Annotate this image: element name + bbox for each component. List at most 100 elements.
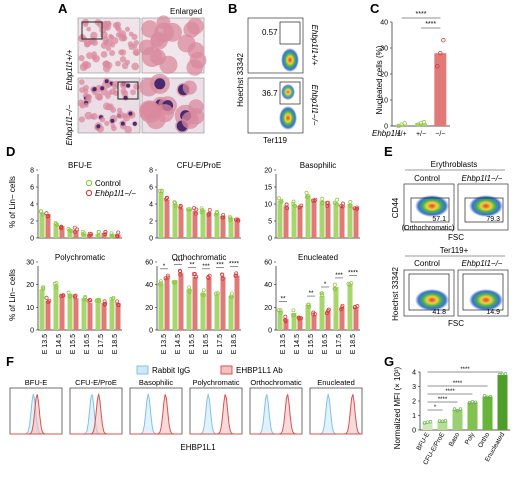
d-ytick-label: 0 — [268, 328, 272, 335]
g-bar — [467, 402, 478, 430]
gate-e-ko-top — [464, 197, 504, 223]
panel-e: E Erythroblasts Control Ehbp1l1−/− CD44 … — [384, 144, 509, 328]
d-point — [307, 304, 312, 309]
d-sig-label: *** — [335, 272, 343, 279]
red-cell — [120, 81, 128, 89]
d-point — [171, 280, 176, 285]
d-point — [291, 313, 295, 318]
red-cell — [90, 31, 98, 40]
d-bar — [67, 229, 73, 238]
d-bar — [45, 300, 51, 330]
flow-e-cloud-3 — [415, 289, 449, 311]
d-point — [291, 201, 296, 206]
red-cell — [139, 101, 162, 124]
f-hist-title: Enucleated — [317, 378, 355, 387]
d-point — [54, 285, 59, 290]
nucleus — [132, 121, 137, 126]
gate-ko — [279, 81, 301, 105]
red-cell — [78, 116, 85, 123]
d-subplot-title: Orthochromatic — [172, 253, 227, 262]
d-point — [178, 268, 182, 273]
panel-e-top-ylabel: CD44 — [391, 197, 400, 218]
panel-f-xlabel: EHBP1L1 — [180, 443, 216, 452]
legend-rabbit-label: Rabbit IgG — [152, 366, 190, 375]
f-hist-title: Basophilic — [139, 378, 173, 387]
d-bar — [333, 286, 339, 330]
d-bar — [67, 293, 73, 330]
g-point — [482, 394, 487, 398]
f-hist-title: Orthochromatic — [250, 378, 302, 387]
d-point — [111, 296, 116, 301]
d-ytick-label: 2 — [149, 219, 153, 226]
panel-a-top-label: Enlarged — [170, 7, 202, 16]
d-point — [229, 291, 234, 296]
d-point — [94, 298, 99, 303]
d-point — [311, 312, 316, 317]
d-point — [163, 276, 168, 281]
d-point — [235, 217, 240, 222]
c-point — [435, 63, 440, 69]
d-point — [348, 204, 353, 209]
d-point — [178, 205, 183, 210]
red-cell — [131, 62, 139, 71]
d-bar — [220, 276, 226, 330]
red-cell — [110, 106, 117, 113]
red-cell — [84, 41, 91, 48]
nucleus — [120, 121, 125, 126]
d-bar — [311, 200, 317, 238]
red-cell — [177, 34, 196, 53]
gate-e-top-label: (Orthochromatic) — [402, 225, 455, 232]
d-point — [332, 200, 337, 205]
f-hist-title: CFU-E/ProE — [75, 378, 117, 387]
panel-c-gene-label: Ehbp1l1 — [372, 129, 401, 138]
d-point — [165, 273, 170, 278]
d-bar — [59, 226, 65, 238]
d-point — [75, 227, 80, 232]
d-ytick-label: 0 — [149, 236, 153, 243]
d-ytick-label: 0 — [30, 328, 34, 335]
d-point — [230, 294, 234, 299]
red-cell — [159, 55, 178, 74]
d-ytick-label: 40 — [264, 282, 272, 289]
d-point — [206, 275, 211, 280]
d-ytick-label: 4 — [30, 202, 34, 209]
red-cell — [107, 90, 113, 96]
c-ytick-label: 20 — [380, 72, 388, 79]
d-xtick-label: E 16.5 — [84, 334, 91, 354]
d-point — [110, 296, 115, 301]
panel-b-row-label-ko: Ehbp1l1−/− — [310, 85, 319, 126]
d-xtick-label: E 17.5 — [217, 334, 224, 354]
d-point — [348, 199, 353, 204]
d-point — [59, 226, 63, 231]
d-bar — [115, 234, 121, 238]
flow-e-cloud-1 — [415, 195, 449, 217]
g-point — [488, 395, 493, 399]
red-cell — [85, 93, 92, 101]
d-xtick-label: E 13.5 — [280, 334, 287, 354]
d-point — [61, 293, 66, 298]
g-bar — [482, 396, 493, 430]
d-point — [293, 204, 298, 209]
d-point — [215, 209, 219, 214]
legend-ehbp-swatch — [220, 365, 233, 375]
d-bar — [172, 280, 178, 330]
nucleus — [96, 124, 101, 129]
red-cell — [138, 39, 155, 56]
d-bar — [339, 307, 345, 330]
d-bar — [305, 195, 311, 238]
d-subplot-title: Basophilic — [300, 161, 336, 170]
d-bar — [109, 300, 115, 330]
d-point — [220, 272, 225, 277]
red-cell — [133, 83, 140, 90]
d-point — [188, 207, 193, 212]
d-subplot-title: CFU-E/ProE — [177, 161, 221, 170]
d-sig-label: ** — [308, 290, 314, 297]
d-point — [87, 233, 92, 238]
f-curve-ehbp — [190, 394, 242, 435]
d-ytick-label: 8 — [149, 168, 153, 175]
d-point — [40, 285, 45, 290]
red-cell — [111, 37, 119, 45]
red-cell — [100, 51, 108, 58]
d-subplot-title: Enucleated — [298, 253, 338, 262]
